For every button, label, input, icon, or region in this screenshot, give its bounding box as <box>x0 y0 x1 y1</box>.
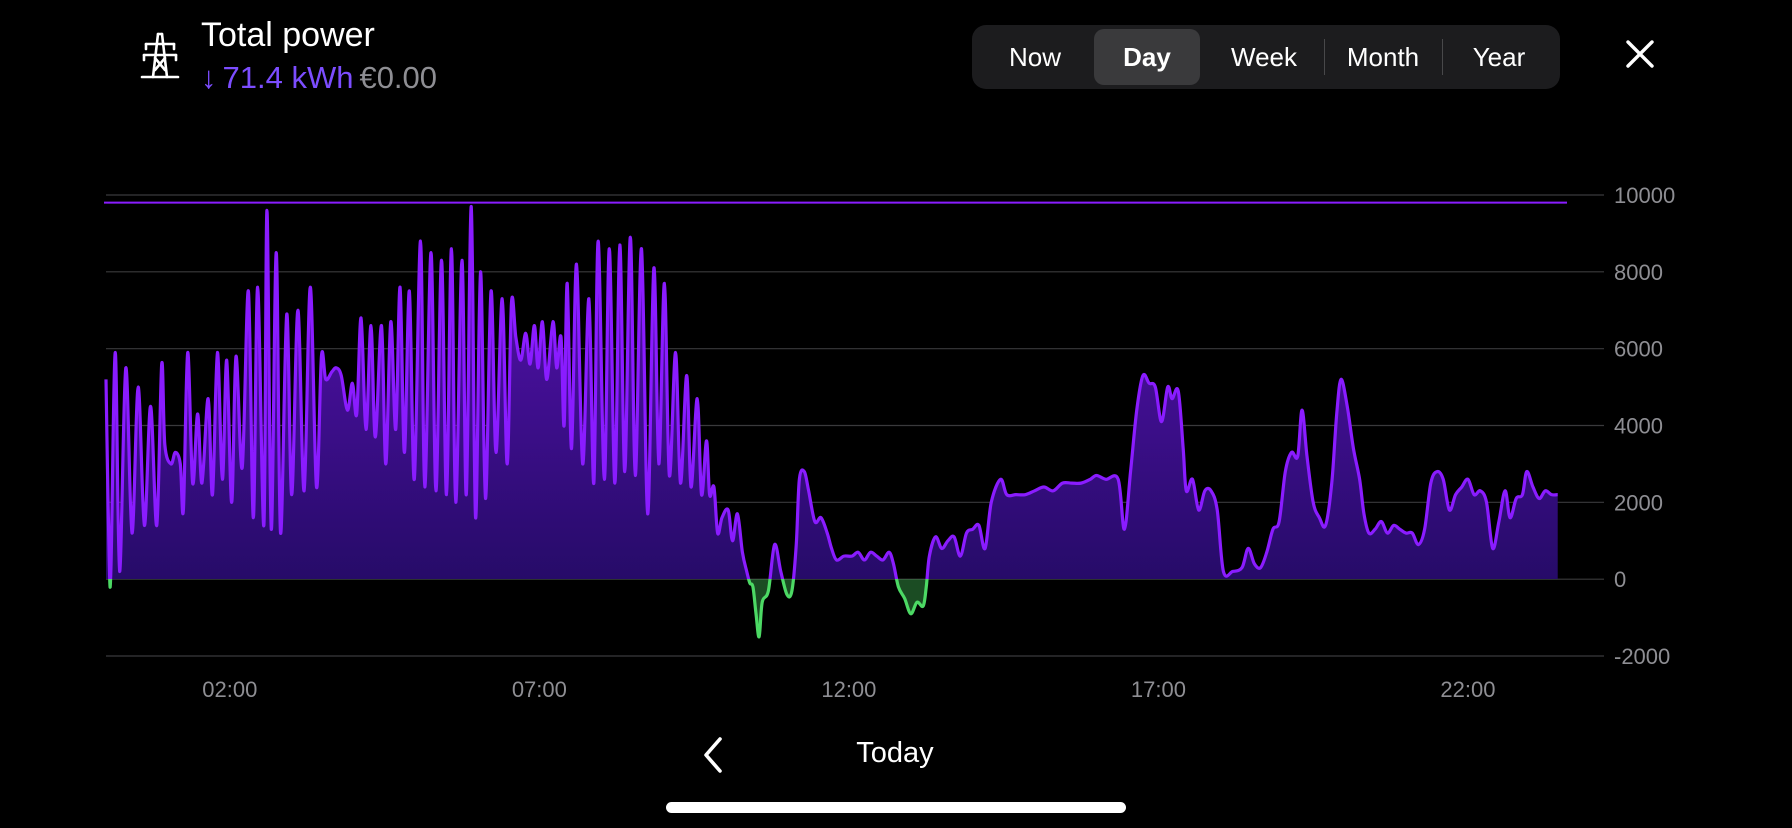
x-tick-label: 12:00 <box>821 677 876 700</box>
tab-week[interactable]: Week <box>1231 42 1297 72</box>
power-chart: 10000 8000 6000 4000 2000 0 -2000 02:00 07:00 12:… <box>104 183 1675 700</box>
energy-total: 71.4 kWh <box>222 60 354 95</box>
y-tick-label: 10000 <box>1614 183 1675 208</box>
y-tick-label: -2000 <box>1614 644 1670 669</box>
x-tick-label: 07:00 <box>512 677 567 700</box>
period-label: Today <box>856 737 934 769</box>
home-indicator[interactable] <box>666 802 1126 813</box>
tab-divider <box>1442 39 1443 75</box>
tab-divider <box>1324 39 1325 75</box>
tab-month[interactable]: Month <box>1346 42 1420 72</box>
arrow-down-icon: ↓ <box>201 60 217 95</box>
y-tick-label: 0 <box>1614 567 1626 592</box>
energy-cost: €0.00 <box>359 60 438 95</box>
x-tick-label: 22:00 <box>1440 677 1495 700</box>
page-title: Total power <box>201 16 375 54</box>
chevron-left-icon[interactable] <box>696 734 732 776</box>
power-grid-pylon-icon <box>140 32 180 79</box>
import-line <box>104 204 1558 579</box>
x-tick-label: 17:00 <box>1131 677 1186 700</box>
energy-summary: ↓ 71.4 kWh €0.00 <box>201 60 437 96</box>
tab-now[interactable]: Now <box>1008 42 1061 72</box>
y-tick-label: 6000 <box>1614 337 1663 362</box>
y-tick-label: 8000 <box>1614 260 1663 285</box>
x-tick-label: 02:00 <box>202 677 257 700</box>
close-icon[interactable] <box>1620 34 1660 74</box>
y-tick-label: 4000 <box>1614 414 1663 439</box>
import-area <box>106 206 1558 579</box>
tab-day[interactable]: Day <box>1094 29 1200 85</box>
range-selector: Now Day Week Month Year <box>972 25 1560 89</box>
tab-year[interactable]: Year <box>1472 42 1526 72</box>
y-tick-label: 2000 <box>1614 490 1663 515</box>
